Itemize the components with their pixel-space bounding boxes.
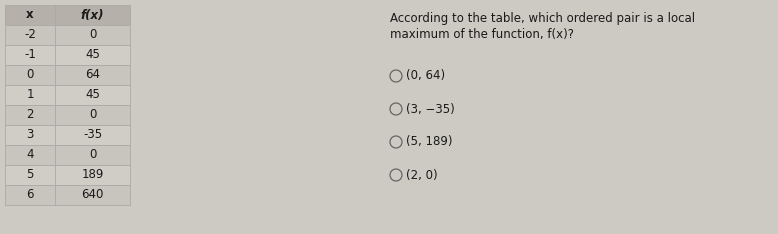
Text: (5, 189): (5, 189)	[406, 135, 453, 149]
Text: 189: 189	[82, 168, 103, 182]
FancyBboxPatch shape	[55, 145, 130, 165]
FancyBboxPatch shape	[55, 105, 130, 125]
FancyBboxPatch shape	[5, 185, 55, 205]
Text: 45: 45	[85, 88, 100, 102]
Text: 640: 640	[82, 189, 103, 201]
Text: 0: 0	[89, 149, 96, 161]
Text: 2: 2	[26, 109, 33, 121]
FancyBboxPatch shape	[5, 25, 55, 45]
FancyBboxPatch shape	[5, 85, 55, 105]
FancyBboxPatch shape	[55, 45, 130, 65]
Text: According to the table, which ordered pair is a local: According to the table, which ordered pa…	[390, 12, 695, 25]
FancyBboxPatch shape	[5, 145, 55, 165]
Text: x: x	[26, 8, 33, 22]
Text: (0, 64): (0, 64)	[406, 69, 445, 83]
Text: 4: 4	[26, 149, 33, 161]
FancyBboxPatch shape	[5, 65, 55, 85]
Text: (2, 0): (2, 0)	[406, 168, 437, 182]
FancyBboxPatch shape	[55, 85, 130, 105]
FancyBboxPatch shape	[5, 45, 55, 65]
Text: 64: 64	[85, 69, 100, 81]
FancyBboxPatch shape	[55, 125, 130, 145]
Text: maximum of the function, f(x)?: maximum of the function, f(x)?	[390, 28, 574, 41]
Text: 0: 0	[26, 69, 33, 81]
FancyBboxPatch shape	[55, 165, 130, 185]
Text: -35: -35	[83, 128, 102, 142]
FancyBboxPatch shape	[55, 185, 130, 205]
Text: -2: -2	[24, 29, 36, 41]
Text: -1: -1	[24, 48, 36, 62]
Text: 5: 5	[26, 168, 33, 182]
Text: 45: 45	[85, 48, 100, 62]
FancyBboxPatch shape	[5, 125, 55, 145]
FancyBboxPatch shape	[5, 105, 55, 125]
Text: 0: 0	[89, 109, 96, 121]
Text: 1: 1	[26, 88, 33, 102]
Text: 6: 6	[26, 189, 33, 201]
FancyBboxPatch shape	[55, 65, 130, 85]
Text: 0: 0	[89, 29, 96, 41]
FancyBboxPatch shape	[55, 5, 130, 25]
FancyBboxPatch shape	[5, 5, 55, 25]
Text: (3, −35): (3, −35)	[406, 102, 455, 116]
FancyBboxPatch shape	[5, 165, 55, 185]
Text: 3: 3	[26, 128, 33, 142]
FancyBboxPatch shape	[55, 25, 130, 45]
Text: f(x): f(x)	[81, 8, 104, 22]
